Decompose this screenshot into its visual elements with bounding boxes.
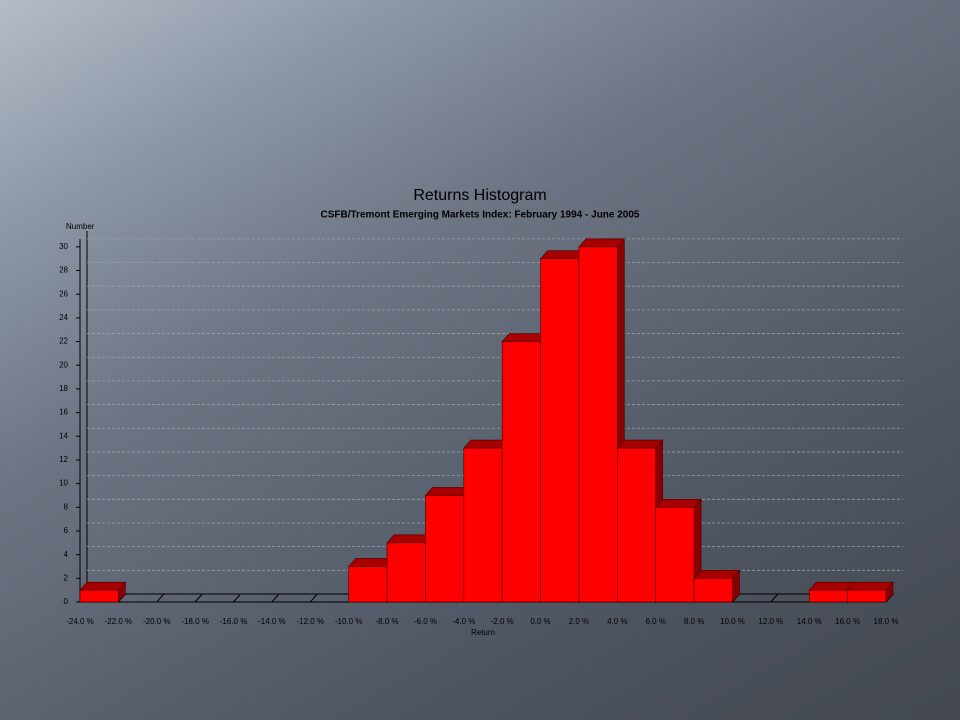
x-tick: [156, 593, 165, 603]
y-tick-label: 16: [59, 408, 68, 417]
y-tick-label: 26: [59, 289, 68, 298]
bar: [540, 258, 580, 603]
x-tick-label: -14.0 %: [258, 617, 286, 626]
x-tick: [271, 593, 280, 603]
y-tick-label: 30: [59, 242, 68, 251]
y-tick-label: 14: [59, 431, 68, 440]
bar-top: [693, 570, 741, 579]
chart-title: Returns Histogram: [413, 187, 546, 204]
x-tick-label: -22.0 %: [105, 617, 133, 626]
y-tick-label: 18: [59, 384, 68, 393]
y-tick-label: 8: [64, 502, 69, 511]
x-tick-label: -12.0 %: [296, 617, 324, 626]
y-tick-label: 28: [59, 266, 68, 275]
y-tick-label: 24: [59, 313, 68, 322]
bar-top: [655, 498, 702, 508]
bar: [501, 341, 541, 603]
y-axis-label: Number: [66, 222, 95, 231]
bar: [693, 578, 733, 603]
x-tick: [194, 593, 203, 603]
x-tick: [770, 593, 779, 603]
x-tick-label: -8.0 %: [375, 617, 398, 626]
x-tick-label: 6.0 %: [645, 617, 665, 626]
x-tick-label: 16.0 %: [835, 617, 860, 626]
bar: [655, 506, 695, 603]
bar: [348, 566, 388, 603]
bar: [463, 447, 503, 603]
x-tick-label: 12.0 %: [758, 617, 783, 626]
bar: [847, 589, 887, 603]
bar-top: [616, 439, 664, 449]
y-tick-label: 6: [64, 526, 69, 535]
bar: [808, 589, 848, 603]
x-tick-label: -10.0 %: [335, 617, 363, 626]
x-tick-label: 18.0 %: [874, 617, 899, 626]
x-tick-label: -16.0 %: [220, 617, 248, 626]
x-tick-label: 14.0 %: [797, 617, 822, 626]
x-axis-label: Return: [471, 628, 495, 637]
x-tick-label: -2.0 %: [491, 617, 514, 626]
y-tick-label: 2: [64, 573, 69, 582]
bar: [617, 447, 657, 603]
x-tick-label: -20.0 %: [143, 617, 171, 626]
bar: [79, 589, 119, 603]
y-tick-label: 4: [64, 550, 69, 559]
x-tick-label: -24.0 %: [66, 617, 94, 626]
y-tick-label: 12: [59, 455, 68, 464]
y-tick-label: 10: [59, 479, 68, 488]
y-tick-label: 20: [59, 360, 68, 369]
y-tick-label: 0: [64, 597, 69, 606]
bar-top: [578, 238, 625, 248]
bar: [578, 246, 618, 603]
x-tick-label: 10.0 %: [720, 617, 745, 626]
bar: [386, 542, 426, 603]
x-tick-label: 8.0 %: [684, 617, 704, 626]
x-tick-label: -6.0 %: [414, 617, 437, 626]
x-tick: [309, 593, 318, 603]
bar-top: [79, 581, 127, 591]
x-tick-label: 0.0 %: [530, 617, 550, 626]
chart-subtitle: CSFB/Tremont Emerging Markets Index: Feb…: [321, 210, 640, 221]
bar-top: [846, 581, 894, 591]
x-tick-label: -18.0 %: [181, 617, 209, 626]
y-tick-label: 22: [59, 337, 68, 346]
bar-top: [808, 581, 856, 591]
x-tick: [233, 593, 241, 603]
x-tick-label: 4.0 %: [607, 617, 627, 626]
x-tick-label: 2.0 %: [569, 617, 589, 626]
bar: [425, 495, 465, 603]
x-tick-label: -4.0 %: [452, 617, 475, 626]
